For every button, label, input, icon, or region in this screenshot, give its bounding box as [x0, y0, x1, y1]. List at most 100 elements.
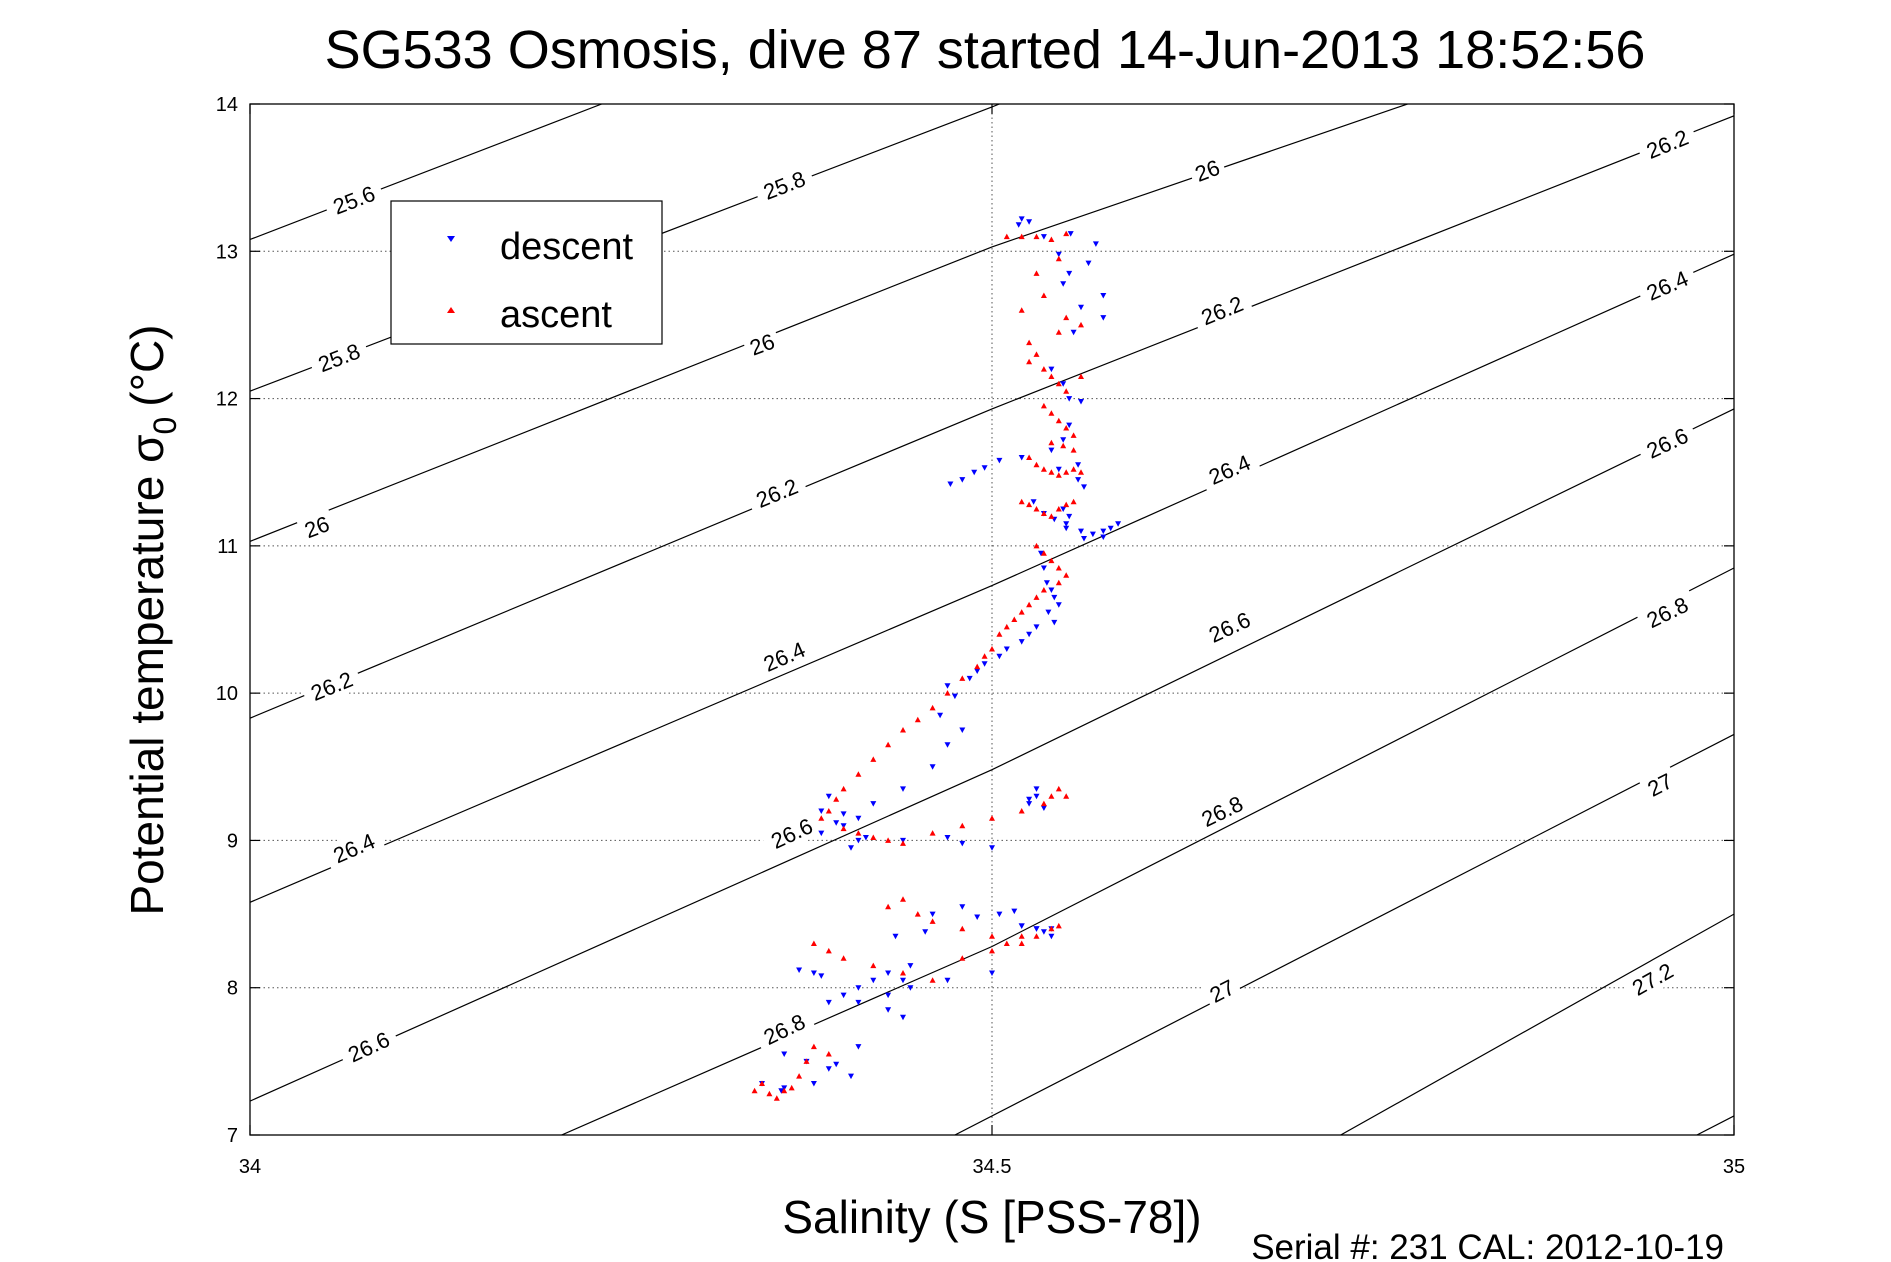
data-point-descent	[1051, 619, 1058, 626]
isopycnal-line	[561, 567, 1734, 1135]
data-point-ascent	[1011, 616, 1018, 622]
data-point-descent	[818, 973, 825, 979]
data-point-ascent	[885, 903, 892, 910]
data-point-ascent	[766, 1090, 773, 1097]
data-point-descent	[996, 911, 1003, 918]
isopycnal-label-bg	[741, 325, 783, 363]
data-point-descent	[1066, 270, 1073, 277]
isopycnal-label-bg	[1638, 765, 1681, 804]
data-point-ascent	[914, 716, 921, 723]
isopycnal-label-bg	[1197, 602, 1262, 651]
data-point-ascent	[996, 631, 1003, 637]
data-point-descent	[1081, 536, 1087, 542]
data-point-ascent	[1055, 785, 1062, 792]
data-point-descent	[900, 977, 906, 984]
data-point-ascent	[759, 1080, 765, 1086]
data-point-ascent	[1078, 373, 1084, 379]
data-point-ascent	[1040, 402, 1047, 409]
isopycnal-line	[250, 115, 1734, 719]
data-point-descent	[1015, 222, 1022, 228]
data-point-ascent	[810, 1043, 817, 1050]
y-axis-label: Potential temperature σ0 (°C)	[121, 324, 183, 915]
data-point-descent	[885, 1007, 892, 1013]
data-point-ascent	[1018, 940, 1025, 946]
data-point-descent	[1100, 534, 1107, 540]
data-point-ascent	[855, 771, 862, 777]
data-point-descent	[825, 1066, 832, 1072]
data-point-descent	[959, 840, 966, 847]
data-point-descent	[1040, 565, 1047, 571]
data-points	[751, 216, 1122, 1101]
data-point-ascent	[1048, 557, 1055, 564]
data-point-descent	[1048, 447, 1055, 454]
data-point-ascent	[981, 653, 988, 659]
data-point-descent	[1018, 639, 1025, 645]
y-tick-label: 7	[227, 1125, 238, 1147]
data-point-descent	[1038, 550, 1044, 557]
data-point-descent	[1066, 396, 1073, 402]
legend-marker-ascent	[447, 307, 455, 313]
isopycnal-label-bg	[1635, 418, 1699, 467]
chart-title: SG533 Osmosis, dive 87 started 14-Jun-20…	[325, 20, 1646, 80]
data-point-ascent	[1063, 314, 1070, 321]
y-tick-label: 10	[216, 683, 238, 705]
data-point-descent	[989, 970, 995, 976]
data-point-descent	[1089, 531, 1096, 538]
isopycnal-label-group: 26.6	[336, 1022, 401, 1071]
data-point-descent	[1078, 528, 1084, 535]
data-point-descent	[1075, 462, 1082, 468]
data-point-ascent	[1063, 469, 1070, 475]
data-point-descent	[1043, 580, 1050, 586]
data-point-ascent	[1003, 233, 1010, 240]
data-point-descent	[944, 742, 951, 748]
data-point-descent	[1018, 923, 1025, 929]
y-tick-label: 14	[216, 94, 238, 116]
legend-label-ascent: ascent	[500, 294, 612, 336]
data-point-descent	[1070, 329, 1077, 336]
isopycnal-label-bg	[307, 334, 371, 380]
data-point-ascent	[1078, 469, 1084, 475]
data-point-descent	[929, 764, 936, 770]
y-tick-label: 9	[227, 830, 238, 852]
data-point-descent	[1003, 646, 1010, 652]
data-point-descent	[929, 911, 936, 918]
data-point-descent	[825, 793, 832, 800]
data-point-ascent	[751, 1087, 758, 1094]
isopycnal-label-bg	[322, 824, 386, 872]
data-point-descent	[1063, 521, 1070, 527]
data-point-descent	[1100, 315, 1107, 321]
data-point-ascent	[1033, 461, 1040, 468]
data-point-descent	[840, 811, 847, 817]
data-point-descent	[959, 904, 966, 910]
data-point-descent	[1051, 594, 1058, 601]
y-tick-label: 12	[216, 389, 238, 411]
data-point-descent	[900, 1014, 906, 1021]
data-point-descent	[1030, 499, 1037, 505]
y-tick-label: 11	[217, 536, 238, 558]
x-tick-label: 34	[239, 1156, 261, 1178]
data-point-descent	[1040, 234, 1047, 240]
data-point-descent	[1100, 293, 1107, 299]
data-point-ascent	[1040, 800, 1047, 807]
data-point-ascent	[989, 646, 995, 652]
data-point-descent	[1048, 366, 1055, 373]
isopycnal-label-bg	[1190, 786, 1254, 836]
data-point-descent	[1066, 422, 1073, 429]
data-point-ascent	[1040, 466, 1047, 472]
data-point-descent	[848, 1073, 854, 1080]
data-point-ascent	[900, 896, 906, 902]
isopycnal-label-bg	[1190, 287, 1254, 334]
data-point-descent	[855, 999, 862, 1006]
data-point-ascent	[1055, 329, 1062, 335]
data-point-ascent	[1018, 933, 1025, 939]
data-point-descent	[966, 675, 973, 682]
data-point-ascent	[825, 947, 832, 954]
data-point-descent	[810, 970, 817, 976]
data-point-descent	[944, 835, 951, 841]
isopycnal-line	[1696, 1115, 1734, 1135]
isopycnal-line	[954, 733, 1734, 1135]
data-point-ascent	[1026, 601, 1033, 608]
data-point-ascent	[1040, 510, 1047, 516]
isopycnal-label-bg	[296, 508, 338, 545]
data-point-ascent	[1018, 307, 1025, 313]
